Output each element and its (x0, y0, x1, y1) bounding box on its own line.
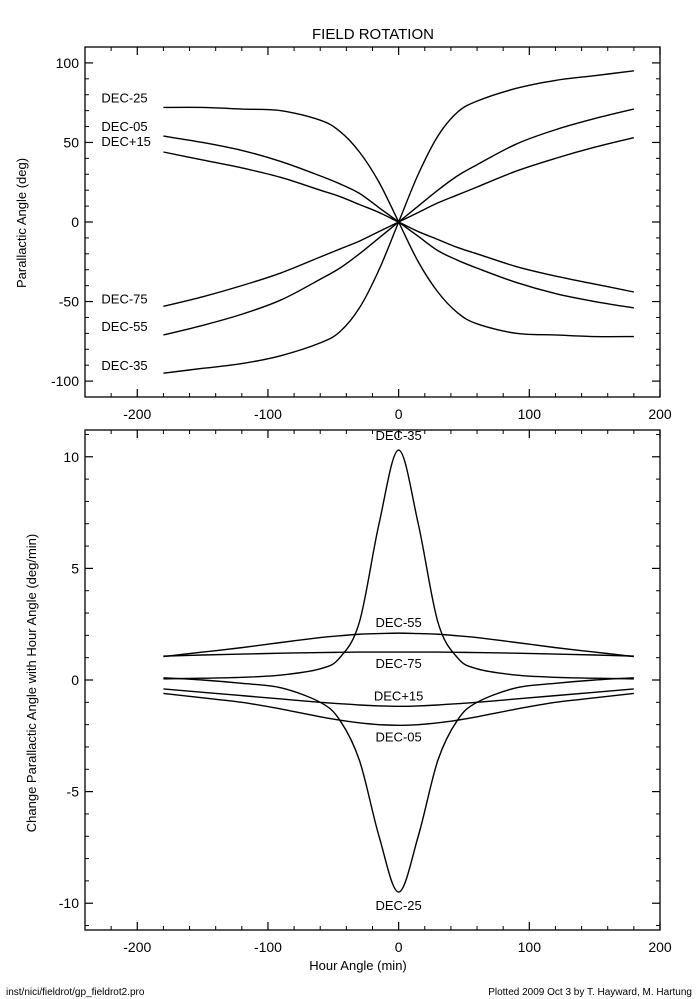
bottom-y-tick-label: 10 (63, 449, 79, 465)
bottom-x-tick-label: 0 (395, 939, 403, 955)
top-series-label: DEC-35 (101, 358, 147, 373)
bottom-series-label: DEC-75 (376, 656, 422, 671)
top-x-tick-label: 200 (648, 406, 672, 422)
bottom-series-label: DEC+15 (374, 688, 424, 703)
top-y-tick-label: 50 (63, 134, 79, 150)
top-x-tick-label: 0 (395, 406, 403, 422)
top-y-tick-label: -100 (51, 373, 79, 389)
bottom-series-label: DEC-55 (376, 615, 422, 630)
top-x-tick-label: 100 (518, 406, 542, 422)
plot-frame-top (84, 46, 661, 398)
y-axis-label-bottom: Change Parallactic Angle with Hour Angle… (24, 534, 39, 832)
top-series-label: DEC-55 (101, 319, 147, 334)
bottom-x-tick-label: -100 (254, 939, 282, 955)
bottom-x-tick-label: 100 (518, 939, 542, 955)
chart-title: FIELD ROTATION (312, 26, 434, 43)
top-series-label: DEC-25 (101, 90, 147, 105)
bottom-series-dec-25 (163, 677, 634, 893)
bottom-y-tick-label: -10 (59, 895, 79, 911)
top-series-label: DEC+15 (101, 134, 151, 149)
top-y-tick-label: -50 (59, 294, 79, 310)
bottom-x-tick-label: 200 (648, 939, 672, 955)
bottom-series-label: DEC-25 (376, 898, 422, 913)
bottom-x-tick-label: -200 (123, 939, 151, 955)
bottom-series-dec-75 (163, 651, 634, 657)
bottom-y-tick-label: 5 (71, 560, 79, 576)
top-series-dec-35 (163, 70, 634, 374)
top-y-tick-label: 100 (56, 55, 80, 71)
top-y-tick-label: 0 (71, 214, 79, 230)
panel-rotation-rate: -200 -100 0 100 200 -10 -5 0 5 10 DEC-35 DEC-55 DEC-… (59, 428, 672, 955)
panel-parallactic-angle: -200 -100 0 100 200 -100 -50 0 50 100 DEC-25 DEC-05… (51, 46, 672, 422)
bottom-series-label: DEC-35 (376, 428, 422, 443)
bottom-y-tick-label: -5 (67, 784, 80, 800)
x-axis-label: Hour Angle (min) (309, 958, 407, 973)
top-series-label: DEC-05 (101, 119, 147, 134)
bottom-series-label: DEC-05 (376, 729, 422, 744)
top-x-tick-label: -200 (123, 406, 151, 422)
plot-frame-bottom (84, 429, 661, 931)
top-series-label: DEC-75 (101, 291, 147, 306)
bottom-series-decplus15 (163, 688, 634, 708)
y-axis-label-top: Parallactic Angle (deg) (14, 158, 29, 288)
bottom-series-dec-05 (163, 692, 634, 727)
bottom-y-tick-label: 0 (71, 672, 79, 688)
footer-left: inst/nici/fieldrot/gp_fieldrot2.pro (6, 987, 145, 998)
footer-right: Plotted 2009 Oct 3 by T. Hayward, M. Har… (488, 987, 692, 998)
top-x-tick-label: -100 (254, 406, 282, 422)
bottom-series-dec-35 (163, 449, 634, 680)
bottom-series-dec-55 (163, 632, 634, 658)
